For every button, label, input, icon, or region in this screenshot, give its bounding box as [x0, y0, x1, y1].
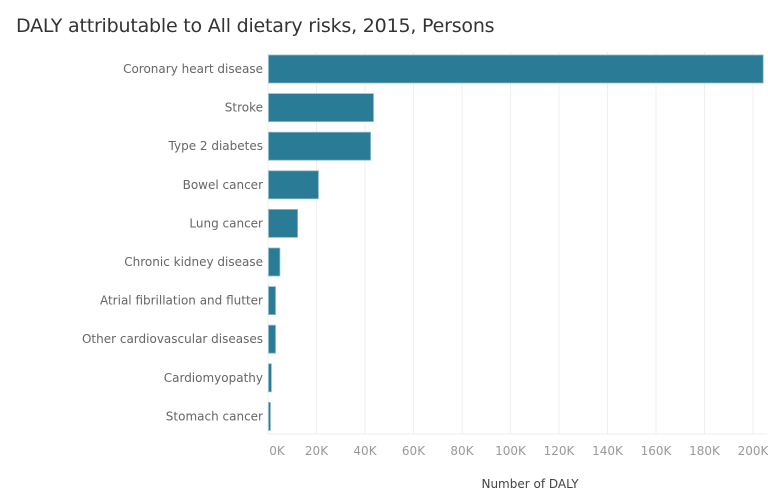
- chart-title: DALY attributable to All dietary risks, …: [16, 15, 495, 37]
- bar: [268, 93, 374, 122]
- category-label: Cardiomyopathy: [164, 371, 263, 385]
- category-label: Chronic kidney disease: [124, 255, 263, 269]
- category-label: Bowel cancer: [183, 178, 263, 192]
- category-label: Stroke: [225, 101, 263, 115]
- x-tick-label: 120K: [544, 444, 576, 458]
- x-tick-label: 180K: [689, 444, 721, 458]
- x-tick-label: 160K: [641, 444, 673, 458]
- x-axis-title: Number of DALY: [481, 477, 579, 490]
- x-tick-label: 140K: [592, 444, 624, 458]
- bar: [268, 401, 271, 431]
- x-tick-label: 40K: [353, 444, 377, 458]
- bar: [268, 324, 276, 354]
- x-tick-label: 200K: [738, 444, 768, 458]
- bar: [268, 363, 272, 393]
- bar: [268, 170, 319, 200]
- x-tick-label: 60K: [402, 444, 426, 458]
- category-label: Other cardiovascular diseases: [82, 332, 263, 346]
- x-tick-label: 80K: [450, 444, 474, 458]
- category-label: Atrial fibrillation and flutter: [100, 294, 263, 308]
- x-tick-label: 100K: [495, 444, 527, 458]
- category-label: Type 2 diabetes: [168, 139, 263, 153]
- bar: [268, 247, 281, 277]
- bar: [268, 286, 276, 316]
- category-label: Stomach cancer: [166, 409, 263, 423]
- bar: [268, 54, 764, 84]
- bar: [268, 131, 371, 161]
- category-label: Coronary heart disease: [123, 62, 263, 76]
- x-tick-label: 20K: [305, 444, 329, 458]
- x-tick-label: 0K: [269, 444, 286, 458]
- category-label: Lung cancer: [189, 216, 263, 230]
- bar: [268, 208, 299, 238]
